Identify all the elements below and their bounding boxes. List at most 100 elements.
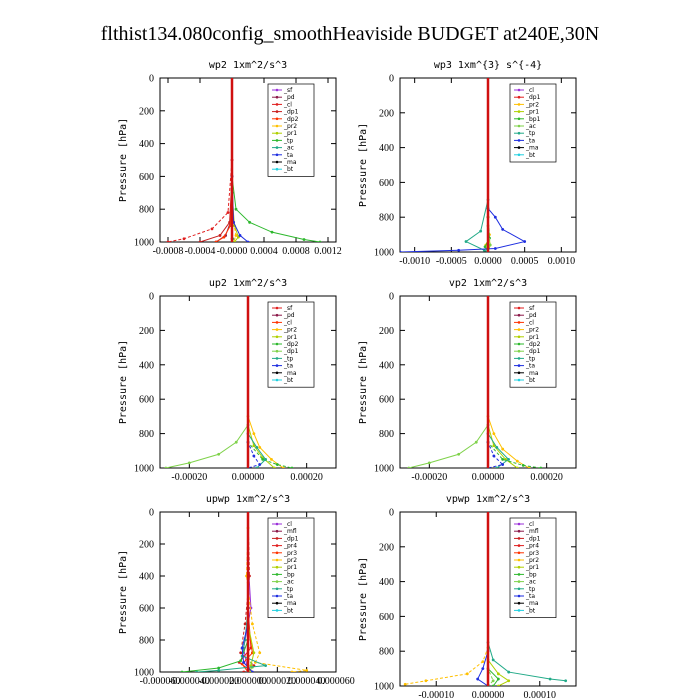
legend-label: _pr4 [283, 543, 297, 550]
data-point [493, 247, 497, 250]
legend-marker [275, 573, 279, 576]
panel-4: vp2 1xm^2/s^3 Pressure [hPa] 0 200 400 600 800… [358, 278, 577, 483]
legend-marker [275, 349, 279, 353]
legend-marker [517, 103, 521, 106]
legend-marker [275, 95, 279, 99]
data-point [481, 660, 485, 664]
legend-box [509, 517, 557, 618]
x-tick-label: 0.0012 [314, 246, 342, 257]
data-point [481, 667, 485, 670]
legend-marker [517, 342, 521, 346]
data-point [233, 240, 236, 242]
data-point [491, 679, 495, 683]
series-group [407, 296, 543, 468]
legend-marker [275, 544, 279, 547]
legend-marker [517, 529, 521, 533]
data-point [195, 670, 199, 672]
data-point [198, 240, 202, 242]
y-tick-label: 1000 [374, 248, 394, 259]
legend-label: _pr2 [283, 327, 297, 334]
legend-marker [275, 124, 279, 128]
legend-marker [517, 364, 521, 367]
y-tick-label: 800 [139, 636, 154, 647]
legend-label: _tp [283, 355, 293, 362]
series-line-tp [196, 512, 266, 672]
data-point [258, 463, 262, 466]
legend-marker [517, 153, 521, 157]
legend-marker [517, 587, 521, 591]
data-point [507, 458, 510, 461]
data-point [240, 646, 244, 650]
y-tick-label: 600 [139, 395, 154, 406]
data-point [281, 466, 285, 468]
legend-label: _bt [283, 607, 294, 614]
data-point [496, 684, 500, 686]
legend-label: _pr2 [525, 327, 539, 334]
y-tick-label: 0 [149, 292, 154, 303]
legend-marker [275, 103, 279, 106]
data-point [496, 672, 500, 676]
data-point [275, 463, 279, 466]
legend-label: _ta [525, 593, 535, 600]
y-tick-label: 200 [379, 326, 394, 337]
panel-title: wp3 1xm^{3} s^{-4} [434, 60, 542, 71]
legend-label: _dp1 [283, 535, 299, 542]
data-point [234, 234, 238, 237]
legend-label: _pr2 [283, 557, 297, 564]
data-point [515, 466, 519, 468]
data-point [258, 445, 262, 449]
legend-marker [275, 565, 279, 569]
legend-marker [517, 335, 521, 339]
legend-label: _ac [525, 579, 536, 586]
data-point [251, 622, 254, 626]
legend-label: _tp [525, 130, 535, 137]
data-point [507, 679, 511, 683]
legend-marker [517, 522, 521, 526]
x-tick-label: 0.000060 [317, 676, 355, 687]
legend-label: _pr1 [283, 564, 297, 571]
legend-label: _cl [283, 101, 292, 108]
data-point [217, 452, 221, 456]
legend-label: _dp2 [283, 116, 299, 123]
y-tick-label: 400 [379, 577, 394, 588]
legend-marker [517, 594, 521, 598]
data-point [479, 229, 483, 233]
x-tick-label: 0.0000 [474, 256, 502, 267]
legend-marker [275, 371, 279, 375]
legend-label: _ma [283, 600, 297, 607]
y-tick-label: 0 [149, 508, 154, 519]
legend-marker [517, 146, 521, 149]
y-tick-label: 1000 [374, 682, 394, 693]
data-point [238, 234, 242, 237]
legend-label: _pr1 [283, 334, 297, 341]
y-tick-label: 600 [139, 604, 154, 615]
legend-label: _dp2 [525, 341, 541, 348]
data-point [523, 240, 527, 243]
x-tick-label: -0.00020 [171, 472, 207, 483]
legend-marker [517, 321, 521, 324]
legend-label: _tp [525, 586, 535, 593]
data-point [258, 651, 262, 655]
legend-label: _pr2 [525, 101, 539, 108]
legend-label: _cl [283, 319, 292, 326]
legend-label: _ac [283, 145, 294, 152]
data-point [166, 240, 170, 242]
legend-marker [517, 117, 521, 121]
data-point [515, 459, 519, 463]
data-point [217, 666, 221, 670]
legend-marker [517, 95, 521, 99]
y-tick-label: 1000 [134, 668, 154, 679]
series-group [166, 78, 322, 242]
data-point [407, 466, 411, 468]
series-line-tp [465, 78, 489, 252]
legend-marker [275, 522, 279, 526]
y-tick-label: 0 [389, 508, 394, 519]
data-point [255, 445, 259, 449]
x-tick-label: 0.00000 [472, 472, 505, 483]
data-point [483, 245, 487, 249]
data-point [501, 227, 505, 231]
legend-label: _ta [283, 593, 293, 600]
data-point [242, 661, 246, 664]
y-tick-label: 800 [139, 205, 154, 216]
series-line-tp [247, 296, 267, 468]
